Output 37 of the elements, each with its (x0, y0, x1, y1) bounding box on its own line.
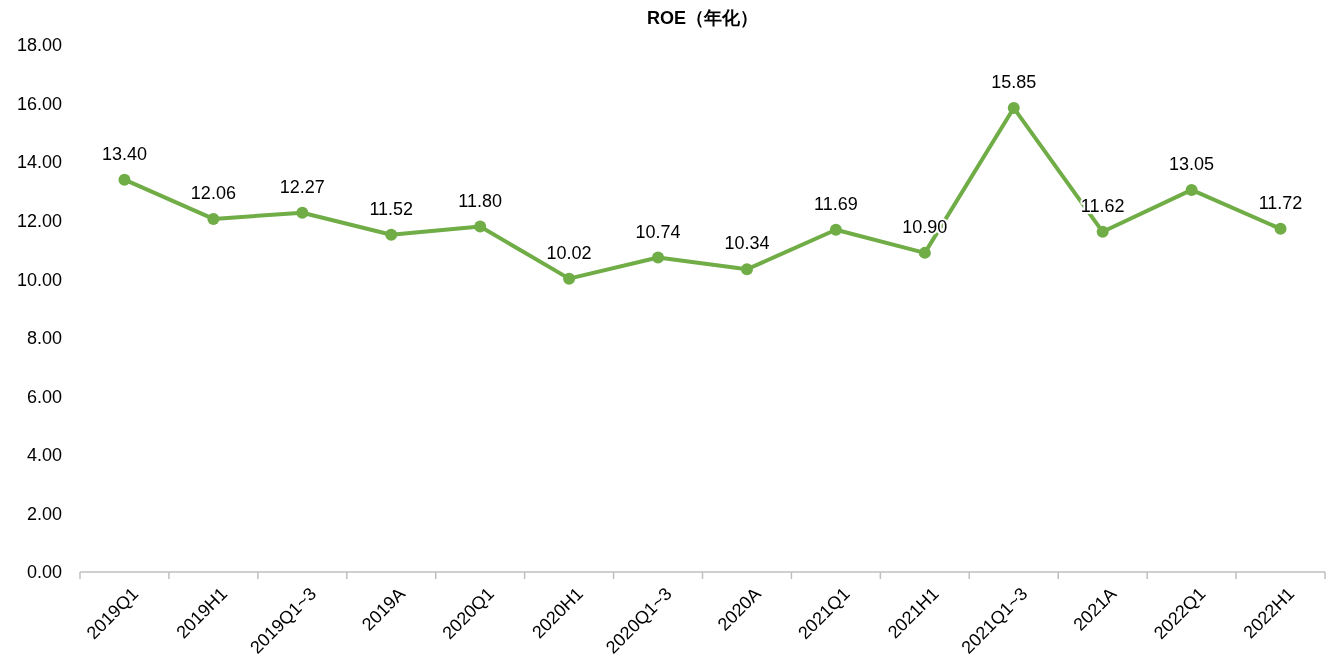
y-tick-label: 18.00 (16, 35, 62, 56)
y-tick-label: 12.00 (16, 210, 62, 231)
point (207, 212, 220, 225)
text: 12.27 (279, 176, 325, 197)
y-tick-label: 16.00 (16, 93, 62, 114)
point (1096, 225, 1109, 238)
text: 13.05 (1169, 153, 1215, 174)
text: 13.40 (101, 143, 147, 164)
text: 11.52 (369, 198, 414, 219)
text: 12.06 (190, 182, 236, 203)
text: 11.69 (814, 193, 858, 214)
y-tick-label: 4.00 (26, 445, 62, 466)
text: 15.85 (991, 71, 1037, 92)
text: 10.74 (635, 221, 681, 242)
point (474, 220, 487, 233)
point (385, 228, 398, 241)
point (652, 251, 665, 264)
point (918, 246, 931, 259)
point (1007, 101, 1020, 114)
y-tick-label: 6.00 (26, 386, 62, 407)
point (563, 272, 576, 285)
point (1185, 183, 1198, 196)
text: 10.34 (724, 233, 770, 254)
y-tick-label: 10.00 (16, 269, 62, 290)
chart-title: ROE（年化） (646, 8, 759, 28)
point (829, 223, 842, 236)
text: 11.80 (458, 190, 503, 211)
y-tick-label: 14.00 (16, 152, 62, 173)
y-tick-label: 2.00 (26, 503, 62, 524)
y-tick-label: 0.00 (26, 562, 62, 583)
point (296, 206, 309, 219)
text: 11.72 (1258, 192, 1303, 213)
y-tick-label: 8.00 (26, 328, 62, 349)
text: 10.02 (546, 242, 592, 263)
point (118, 173, 131, 186)
point (1274, 222, 1287, 235)
point (740, 263, 753, 276)
